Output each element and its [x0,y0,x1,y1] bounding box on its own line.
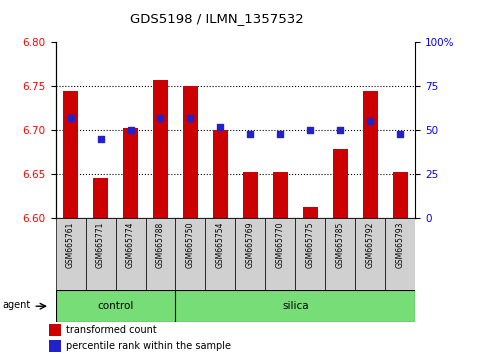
Text: GSM665785: GSM665785 [336,221,345,268]
Bar [63,91,78,218]
Text: transformed count: transformed count [66,325,157,336]
Text: GSM665774: GSM665774 [126,221,135,268]
Bar [175,218,205,290]
Bar [205,218,236,290]
Text: percentile rank within the sample: percentile rank within the sample [66,341,231,352]
Bar [56,218,85,290]
Text: GSM665770: GSM665770 [276,221,285,268]
Bar [266,218,296,290]
Text: GSM665754: GSM665754 [216,221,225,268]
Bar [303,207,318,218]
Text: silica: silica [282,301,309,311]
Point [186,115,194,121]
Point [127,127,134,133]
Text: GDS5198 / ILMN_1357532: GDS5198 / ILMN_1357532 [130,12,304,25]
Text: GSM665788: GSM665788 [156,221,165,268]
Text: GSM665775: GSM665775 [306,221,315,268]
Bar [273,172,288,218]
Bar [93,178,108,218]
Text: GSM665761: GSM665761 [66,221,75,268]
Bar [49,324,61,336]
Bar [115,218,145,290]
Bar [145,218,175,290]
Text: GSM665792: GSM665792 [366,221,375,268]
Point [307,127,314,133]
Text: GSM665793: GSM665793 [396,221,405,268]
Point [67,115,74,121]
Bar [355,218,385,290]
Bar [363,91,378,218]
Bar [393,172,408,218]
Bar [385,218,415,290]
Bar [333,149,348,218]
Point [97,136,104,142]
Point [397,131,404,136]
Text: GSM665769: GSM665769 [246,221,255,268]
Text: GSM665750: GSM665750 [186,221,195,268]
Text: GSM665771: GSM665771 [96,221,105,268]
Bar [153,80,168,218]
Bar [123,129,138,218]
Bar [49,340,61,353]
Point [277,131,284,136]
Bar [85,218,115,290]
Point [337,127,344,133]
Bar [183,86,198,218]
Bar [326,218,355,290]
Text: agent: agent [3,299,31,310]
Point [216,124,224,130]
Point [156,115,164,121]
Bar [236,218,266,290]
Bar [243,172,258,218]
Point [367,119,374,124]
Point [247,131,255,136]
Bar [213,130,228,218]
Bar [296,218,326,290]
Text: control: control [98,301,134,311]
